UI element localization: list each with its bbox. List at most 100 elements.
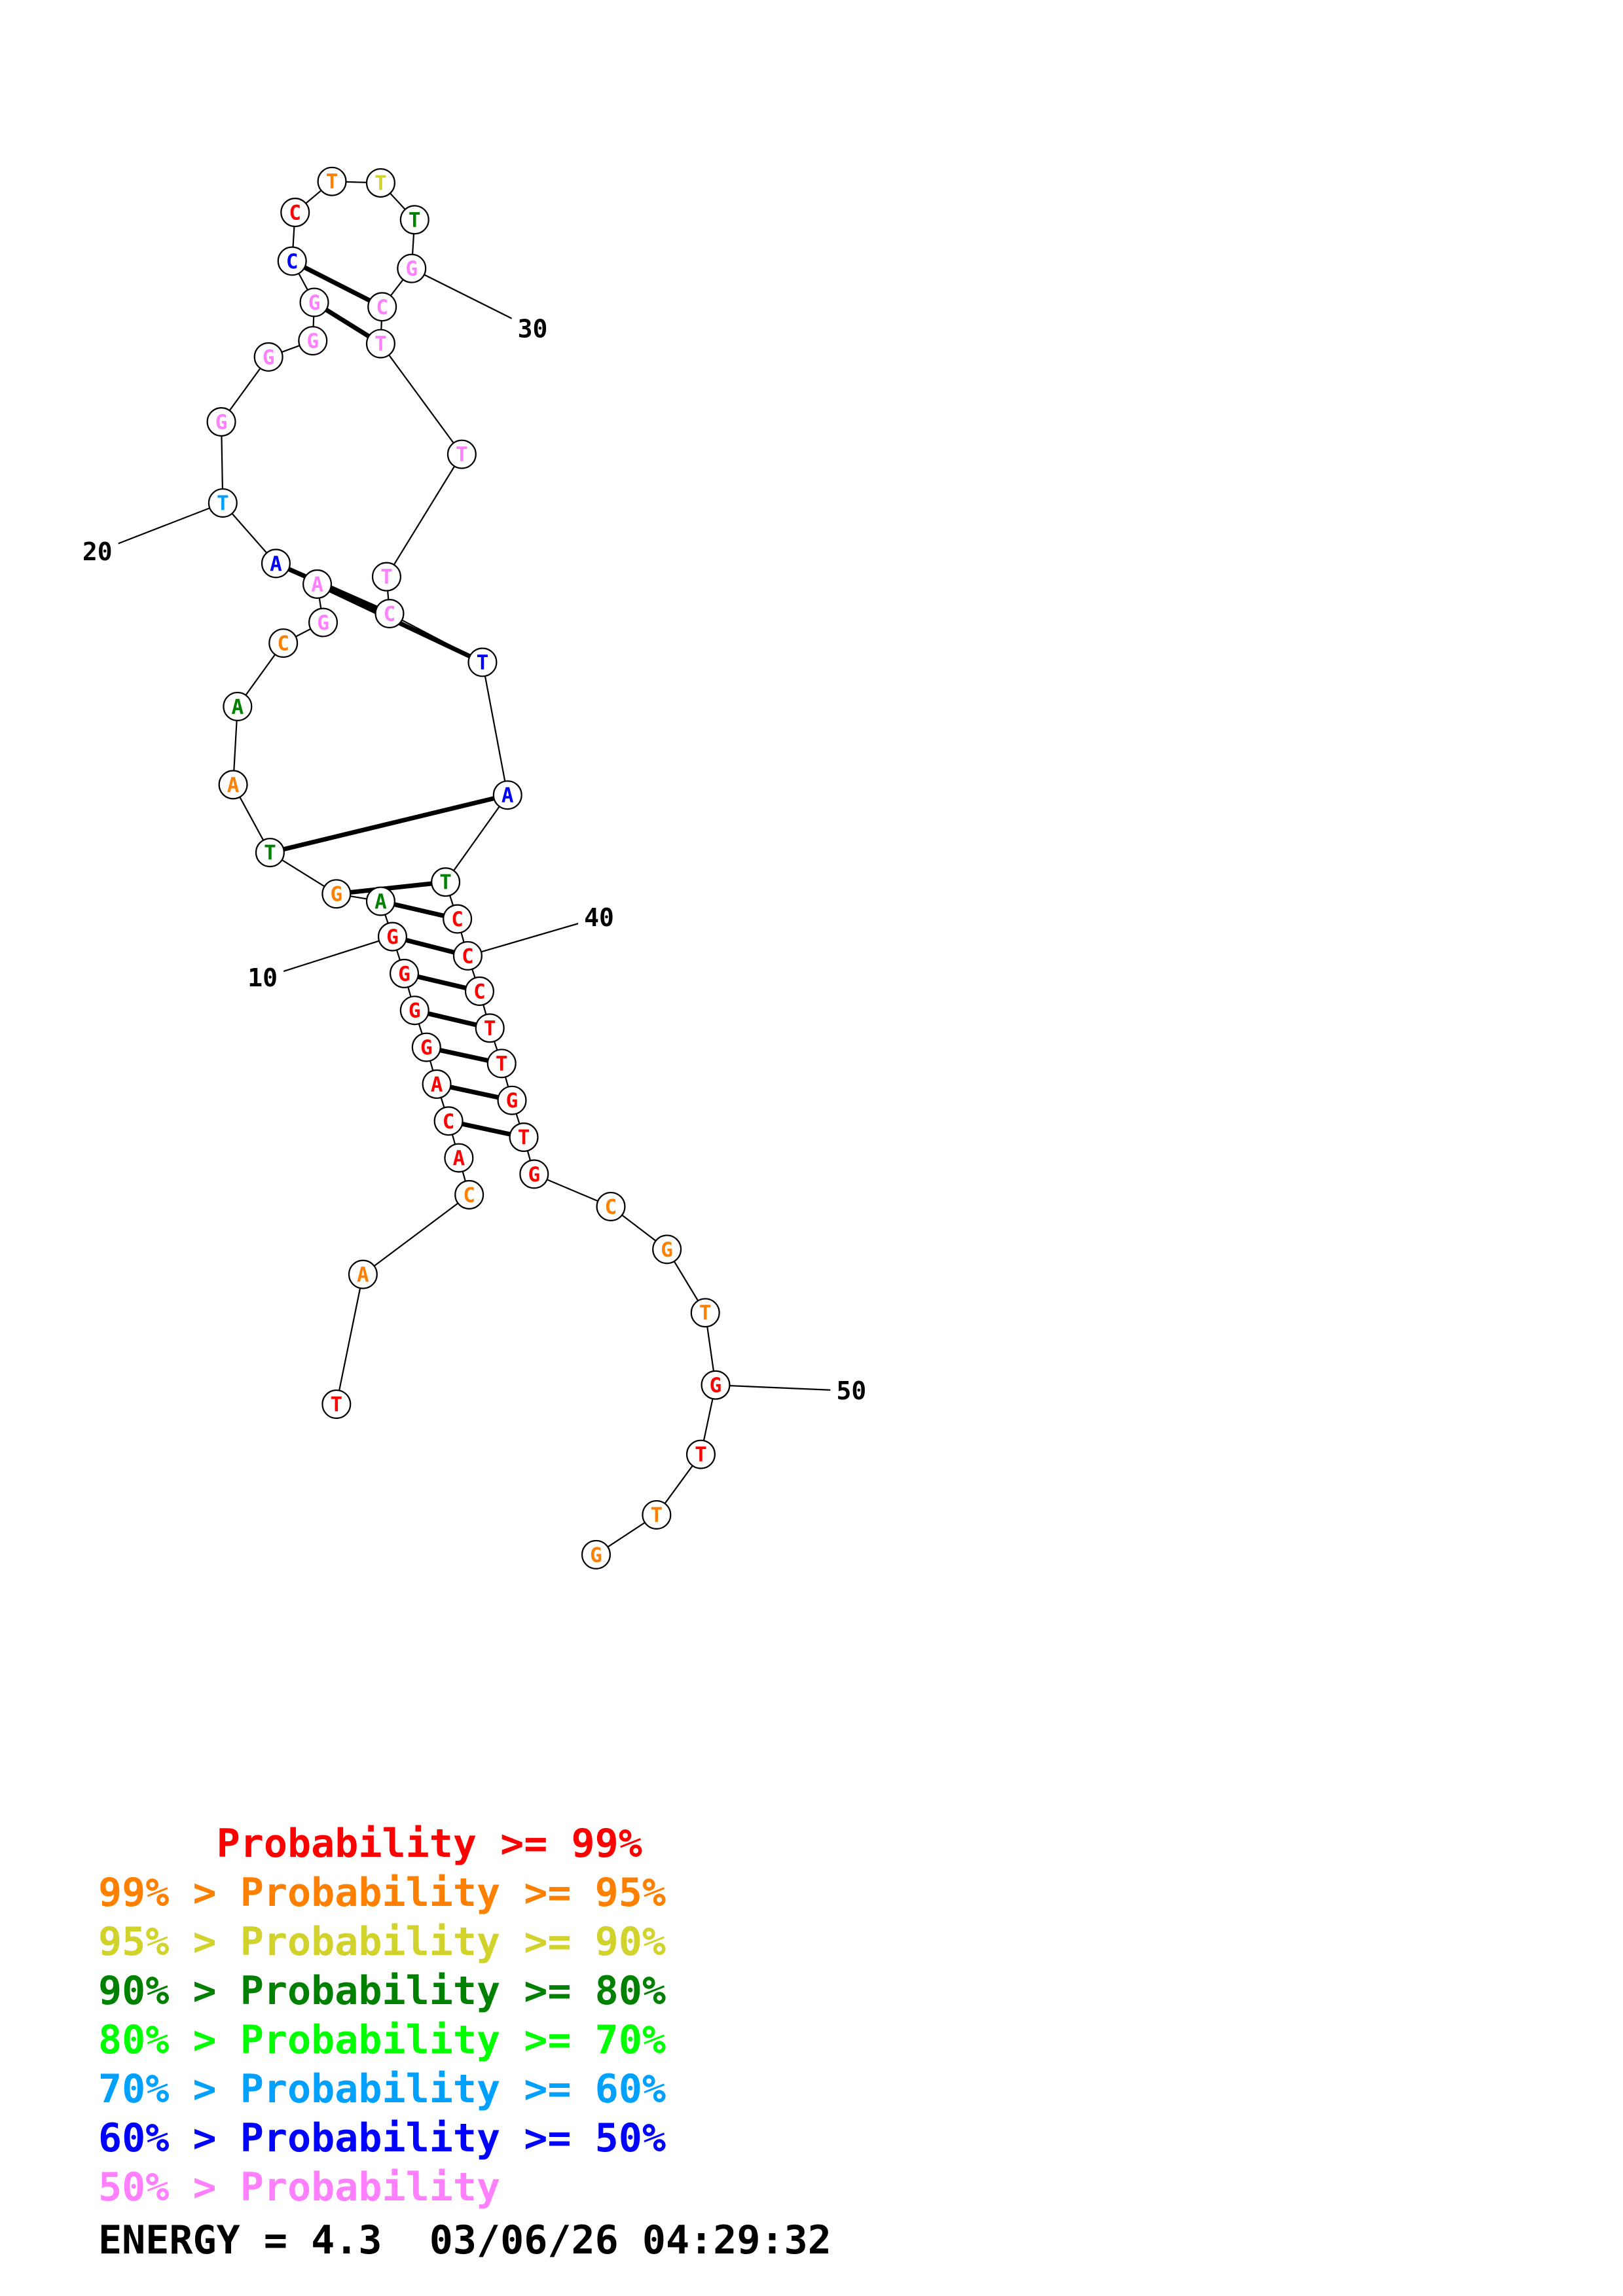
nucleotide-letter: T	[484, 1017, 496, 1041]
nucleotide: G	[519, 1159, 549, 1189]
backbone-segment	[380, 343, 463, 455]
nucleotide-circle	[454, 1179, 484, 1210]
nucleotide: G	[411, 1032, 441, 1062]
nucleotide: A	[261, 548, 291, 579]
nucleotide: C	[277, 246, 307, 276]
base-pair-line	[269, 793, 509, 855]
nucleotide-letter: G	[590, 1543, 602, 1567]
nucleotide-letter: T	[477, 651, 489, 675]
nucleotide-circle	[433, 1106, 464, 1136]
nucleotide: T	[509, 1122, 539, 1153]
nucleotide-letter: T	[409, 209, 421, 232]
nucleotide-letter: A	[453, 1147, 465, 1170]
nucleotide: T	[371, 562, 401, 592]
backbone-segment	[481, 662, 509, 795]
nucleotide: T	[317, 166, 347, 196]
nucleotide-letter: G	[308, 291, 321, 315]
nucleotide-circle	[298, 326, 328, 356]
nucleotide-circle	[371, 562, 401, 592]
nucleotide-letter: C	[463, 1183, 475, 1207]
nucleotide: G	[399, 996, 429, 1026]
nucleotide-letter: T	[695, 1443, 707, 1467]
nucleotide: T	[431, 867, 461, 897]
nucleotide: C	[454, 1179, 484, 1210]
nucleotide-circle	[268, 628, 299, 658]
nucleotide-letter: C	[473, 980, 486, 1003]
nucleotide-circle	[596, 1191, 626, 1221]
legend-row: 70% > Probability >= 60%	[98, 2065, 666, 2114]
legend-prefix: 90% >	[98, 1968, 240, 2014]
nucleotide: G	[253, 342, 283, 372]
index-tick	[715, 1384, 852, 1392]
nucleotide: T	[321, 1389, 352, 1419]
nucleotide: T	[208, 488, 238, 518]
index-markers: 10 20 30 40 50	[76, 268, 873, 1406]
nucleotide-circle	[486, 1049, 517, 1079]
legend-text: Probability >= 80%	[240, 1968, 666, 2014]
nucleotide: A	[444, 1143, 474, 1173]
nucleotide: T	[447, 439, 477, 469]
nucleotide: C	[433, 1106, 464, 1136]
nucleotide-circle	[206, 407, 236, 437]
legend-prefix: 70% >	[98, 2066, 240, 2112]
legend-prefix: 99% >	[98, 1870, 240, 1916]
nucleotide-letter: A	[231, 695, 244, 719]
nucleotide: C	[268, 628, 299, 658]
legend-prefix: 50% >	[98, 2164, 240, 2210]
nucleotide: G	[299, 287, 329, 317]
legend-text: Probability >= 99%	[216, 1821, 642, 1867]
nucleotide-letter: T	[374, 332, 387, 356]
nucleotide-circle	[431, 867, 461, 897]
base-pair-line	[291, 259, 384, 309]
nucleotide-circle	[348, 1259, 378, 1289]
legend-row: 99% > Probability >= 95%	[98, 1869, 666, 1918]
nucleotide: G	[321, 879, 352, 909]
nucleotide-letter: G	[506, 1089, 519, 1113]
nucleotide-letter: G	[409, 999, 421, 1023]
nucleotide-letter: C	[376, 296, 388, 319]
energy-footer: ENERGY = 4.3 03/06/26 04:29:32	[98, 2217, 831, 2263]
nucleotide-circle	[317, 166, 347, 196]
nucleotide: T	[642, 1499, 672, 1530]
legend-prefix: 80% >	[98, 2017, 240, 2063]
nucleotide-circle	[261, 548, 291, 579]
nucleotide: C	[280, 198, 310, 228]
probability-legend: Probability >= 99% 99% > Probability >= …	[98, 1820, 666, 2212]
nucleotide-circle	[208, 488, 238, 518]
nucleotide: A	[422, 1069, 452, 1099]
nucleotide-circle	[443, 904, 473, 934]
nucleotide: G	[581, 1539, 611, 1570]
nucleotide-circle	[492, 780, 522, 810]
index-label-bg	[242, 963, 284, 993]
nucleotide-letter: C	[462, 944, 474, 968]
backbone	[220, 181, 717, 1556]
nucleotide-circle	[447, 439, 477, 469]
base-pair-line	[336, 880, 446, 897]
nucleotide-circle	[367, 292, 397, 322]
nucleotide-letter: G	[330, 883, 342, 906]
nucleotide-letter: G	[710, 1374, 722, 1397]
nucleotide-circle	[519, 1159, 549, 1189]
backbone-segment	[362, 1194, 470, 1276]
nucleotide-circle	[581, 1539, 611, 1570]
index-tick	[467, 916, 600, 957]
nucleotide-circle	[397, 253, 427, 283]
nucleotide: G	[298, 326, 328, 356]
nucleotide: A	[492, 780, 522, 810]
index-label-bg	[577, 903, 620, 932]
nucleotide-letter: C	[289, 202, 301, 225]
backbone-segment	[335, 1274, 364, 1405]
nucleotide-letter: G	[263, 346, 275, 369]
nucleotide-letter: T	[374, 171, 387, 195]
nucleotide-circle	[467, 647, 498, 677]
legend-text: Probability >= 90%	[240, 1919, 666, 1965]
index-label-bg	[511, 314, 554, 344]
nucleotide: G	[206, 407, 236, 437]
nucleotide-circle	[253, 342, 283, 372]
nucleotide-circle	[377, 922, 407, 952]
legend-row: 90% > Probability >= 80%	[98, 1967, 666, 2016]
legend-text: Probability >= 50%	[240, 2115, 666, 2161]
nucleotide: T	[255, 838, 285, 868]
nucleotide-circle	[389, 958, 420, 988]
